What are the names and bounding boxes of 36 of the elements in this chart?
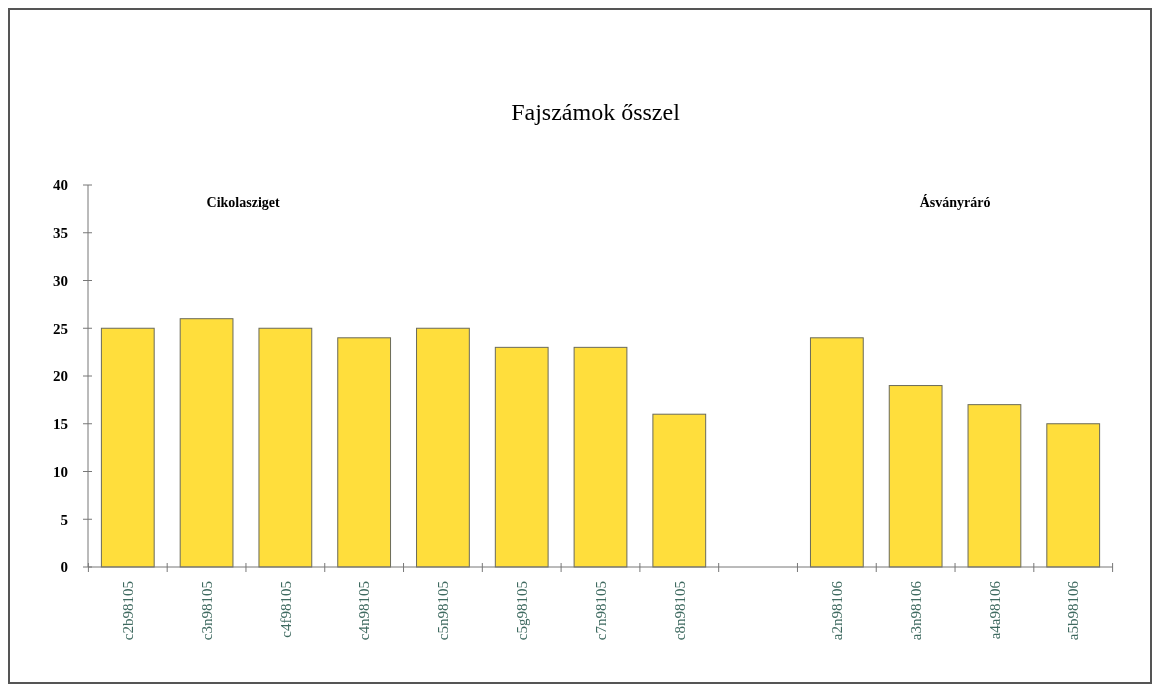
x-tick-label: c4f98105 (277, 581, 294, 638)
bar (809, 337, 864, 568)
y-tick-label: 35 (53, 225, 68, 241)
x-tick-label: c7n98105 (592, 581, 609, 641)
x-tick-label: c8n98105 (671, 581, 688, 641)
annotation: Cikolasziget (206, 195, 281, 210)
bar (573, 346, 628, 568)
y-tick-label: 40 (53, 177, 68, 194)
x-tick-label: a3n98106 (907, 580, 924, 641)
bar (1046, 423, 1101, 568)
x-tick-label: c2b98105 (120, 581, 137, 641)
y-tick-label: 25 (53, 320, 68, 337)
bar (258, 327, 313, 568)
bar (652, 413, 707, 568)
x-tick-label: c3n98105 (198, 581, 215, 641)
x-tick-label: a4a98106 (986, 580, 1003, 640)
x-tick-label: c5g98105 (513, 581, 530, 641)
y-tick-label: 10 (53, 463, 68, 480)
x-tick-label: a2n98106 (829, 580, 846, 641)
chart-title: Fajszámok ősszel (511, 99, 681, 125)
x-tick-label: c4n98105 (356, 581, 373, 641)
bar (100, 327, 155, 568)
bar (967, 404, 1022, 568)
x-tick-label: a5b98106 (1065, 580, 1082, 641)
x-tick-label: c5n98105 (435, 581, 452, 641)
bar (416, 327, 470, 568)
y-tick-label: 0 (60, 559, 68, 576)
bar (494, 346, 549, 568)
y-tick-label: 15 (53, 416, 68, 432)
bar (179, 318, 234, 568)
y-tick-label: 30 (53, 272, 68, 289)
annotation: Ásványráró (919, 194, 991, 210)
y-tick-label: 5 (60, 511, 68, 528)
y-tick-label: 20 (53, 368, 68, 385)
bar (337, 337, 392, 568)
bar (888, 385, 943, 568)
